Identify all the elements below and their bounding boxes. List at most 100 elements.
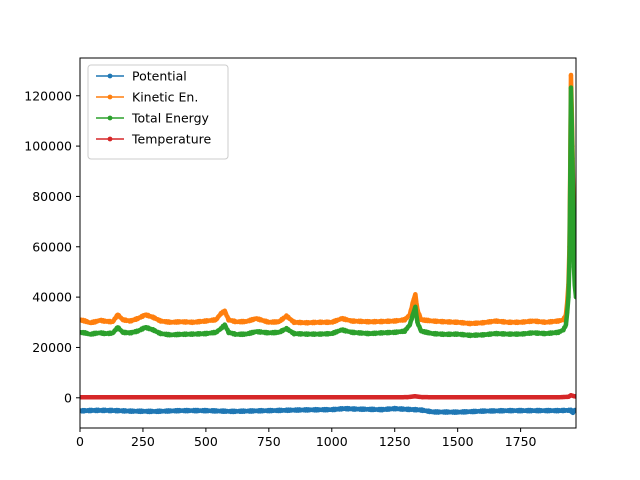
series-2-point-15 <box>178 332 183 337</box>
series-2-point-10 <box>135 328 141 334</box>
series-2-point-63 <box>571 206 576 212</box>
series-3-point-2 <box>178 395 183 400</box>
legend-swatch-marker-1 <box>107 94 113 100</box>
y-tick-label-3: 60000 <box>32 239 72 254</box>
series-3-point-7 <box>405 394 410 400</box>
series-2-point-35 <box>379 330 385 336</box>
series-2-point-7 <box>115 325 120 330</box>
series-1-point-16 <box>191 320 196 325</box>
series-1-point-26 <box>276 319 282 324</box>
series-3-point-3 <box>228 395 234 400</box>
series-2-point-20 <box>222 322 227 327</box>
series-1-point-27 <box>284 313 289 319</box>
series-2-point-33 <box>349 330 355 335</box>
series-0-point-0 <box>80 408 83 414</box>
series-1-point-14 <box>168 320 173 325</box>
x-tick-label-1: 250 <box>131 434 155 449</box>
series-2-point-42 <box>418 328 424 334</box>
series-1-point-25 <box>266 320 272 325</box>
series-0-point-29 <box>573 408 576 413</box>
series-2-point-39 <box>411 310 416 315</box>
series-1-point-13 <box>158 318 163 324</box>
series-1-point-4 <box>97 318 103 323</box>
series-2-point-43 <box>430 331 435 336</box>
series-1-point-8 <box>120 317 126 322</box>
series-2-point-60 <box>568 86 574 91</box>
series-1-point-49 <box>505 320 511 325</box>
series-line-0 <box>80 405 576 415</box>
series-2-point-28 <box>291 331 297 336</box>
series-1-point-3 <box>92 319 98 324</box>
legend-box <box>87 64 229 160</box>
series-2-point-12 <box>150 327 156 333</box>
series-0-point-10 <box>279 408 284 413</box>
legend-label-2: Total Energy <box>131 111 210 126</box>
series-1-point-10 <box>135 316 141 321</box>
series-2-point-34 <box>367 331 372 336</box>
x-tick-label-5: 1250 <box>379 434 411 449</box>
series-1-point-60 <box>568 73 574 78</box>
series-2-point-6 <box>110 330 115 336</box>
series-0-point-20 <box>455 409 460 415</box>
series-0-point-25 <box>563 408 569 413</box>
series-1-point-0 <box>80 317 83 322</box>
series-0-point-17 <box>405 407 410 412</box>
y-tick-label-5: 100000 <box>24 139 72 154</box>
series-0 <box>80 405 576 416</box>
series-2-point-64 <box>571 264 576 270</box>
series-3-point-11 <box>505 395 511 400</box>
series-1-point-18 <box>213 317 219 322</box>
series-2-point-17 <box>203 331 209 336</box>
series-2-point-0 <box>80 330 83 335</box>
series-0-point-2 <box>102 408 108 413</box>
y-tick-label-2: 40000 <box>32 290 72 305</box>
series-2-point-56 <box>564 310 570 315</box>
series-1-point-20 <box>222 308 227 314</box>
y-tick-label-0: 0 <box>64 390 72 405</box>
series-2-point-3 <box>92 331 98 336</box>
series-2-point-4 <box>97 330 103 336</box>
series-2-point-14 <box>168 332 173 338</box>
series-2-point-9 <box>128 330 133 336</box>
series-2-point-44 <box>442 332 448 337</box>
series-1-point-29 <box>304 320 309 325</box>
series-1-point-53 <box>556 318 561 324</box>
series-2-point-61 <box>569 118 574 124</box>
series-0-point-9 <box>254 408 259 414</box>
series-2-point-51 <box>531 330 536 336</box>
series-1-point-37 <box>402 317 407 322</box>
legend: Potential Kinetic En. Total Energy Temperat… <box>87 64 229 160</box>
series-2-point-25 <box>266 330 272 336</box>
series-3-point-16 <box>573 394 576 399</box>
x-tick-label-2: 500 <box>194 434 218 449</box>
series-0-point-3 <box>115 408 120 413</box>
axes-frame <box>79 57 577 429</box>
series-2-point-52 <box>543 331 548 336</box>
series-1-point-19 <box>218 311 224 316</box>
series-0-point-5 <box>153 409 158 414</box>
series-2-point-26 <box>276 330 282 335</box>
series-1-point-2 <box>87 320 93 325</box>
series-2-point-11 <box>143 325 148 330</box>
series-0-point-16 <box>392 406 397 411</box>
series-2-point-22 <box>233 332 239 337</box>
series-1-point-6 <box>110 319 115 324</box>
series-2-point-40 <box>413 304 418 310</box>
series-1-point-28 <box>291 320 297 325</box>
series-2-point-2 <box>87 332 93 337</box>
series-1-point-52 <box>543 320 548 325</box>
series-2-point-27 <box>284 326 289 331</box>
x-tick-label-7: 1750 <box>505 434 537 449</box>
y-tick-label-1: 20000 <box>32 340 72 355</box>
series-2-point-48 <box>493 331 498 336</box>
series-2-point-18 <box>213 330 219 335</box>
series-0-point-23 <box>531 408 536 413</box>
series-2-point-45 <box>455 331 460 337</box>
series-1-point-45 <box>455 320 460 325</box>
series-2-point-36 <box>392 330 397 335</box>
x-tick-label-0: 0 <box>76 434 84 449</box>
series-1-point-12 <box>150 315 156 320</box>
series-1-point-22 <box>233 319 239 324</box>
series-1-point-35 <box>379 319 385 324</box>
